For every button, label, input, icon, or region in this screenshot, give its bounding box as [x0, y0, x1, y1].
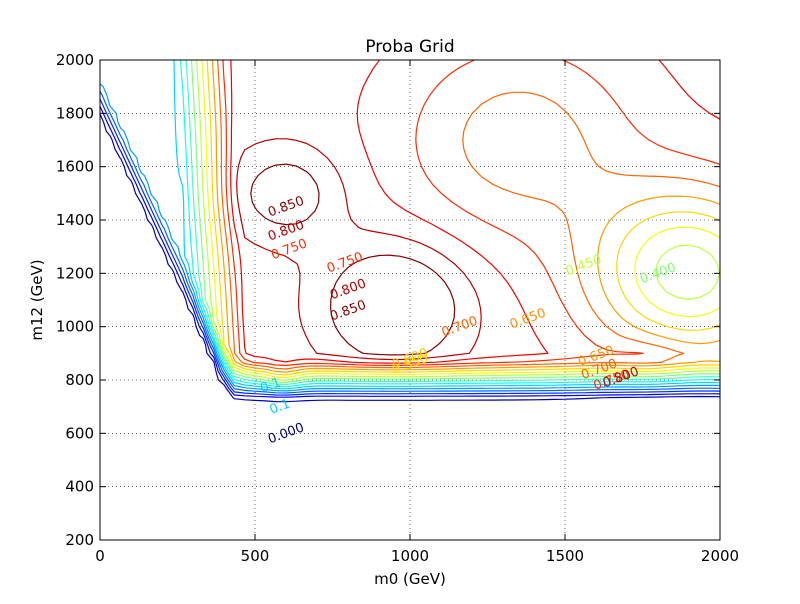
- y-tick-label: 1600: [56, 158, 94, 176]
- contour-lines: [99, 59, 721, 403]
- contour-line: [99, 83, 721, 392]
- y-tick-label: 1800: [56, 104, 94, 122]
- y-tick-label: 1200: [56, 264, 94, 282]
- x-tick-label: 1500: [546, 547, 584, 565]
- contour-line: [230, 59, 721, 364]
- y-tick-label: 1400: [56, 211, 94, 229]
- x-axis-label: m0 (GeV): [374, 570, 446, 588]
- y-tick-label: 200: [65, 531, 94, 549]
- y-tick-label: 400: [65, 478, 94, 496]
- contour-line: [250, 163, 456, 356]
- contour-line: [185, 59, 721, 386]
- chart-title: Proba Grid: [365, 37, 454, 57]
- x-tick-label: 2000: [701, 547, 739, 565]
- x-tick-label: 500: [241, 547, 270, 565]
- contour-line: [180, 59, 721, 388]
- contour-line: [196, 59, 721, 381]
- contour-label: 0.1: [268, 397, 293, 418]
- y-tick-label: 2000: [56, 51, 94, 69]
- contour-line: [222, 59, 721, 367]
- contour-line: [217, 59, 721, 370]
- contour-line: [99, 91, 721, 394]
- contour-line: [99, 98, 721, 396]
- contour-line: [190, 59, 721, 383]
- contour-line: [99, 105, 721, 398]
- y-tick-label: 800: [65, 371, 94, 389]
- axis-ticks: 0 500 1000 1500 2000 200 400 600 800 1000 1200 1400…: [56, 51, 739, 565]
- x-tick-label: 1000: [391, 547, 429, 565]
- x-tick-label: 0: [95, 547, 105, 565]
- contour-line: [211, 59, 721, 373]
- y-tick-label: 600: [65, 424, 94, 442]
- contour-line: [236, 138, 482, 361]
- contour-line: [173, 59, 721, 390]
- contour-line: [99, 113, 721, 403]
- y-axis-label: m12 (GeV): [28, 259, 46, 340]
- y-tick-label: 1000: [56, 318, 94, 336]
- contour-line: [201, 59, 721, 379]
- contour-label: 0.1: [258, 375, 283, 396]
